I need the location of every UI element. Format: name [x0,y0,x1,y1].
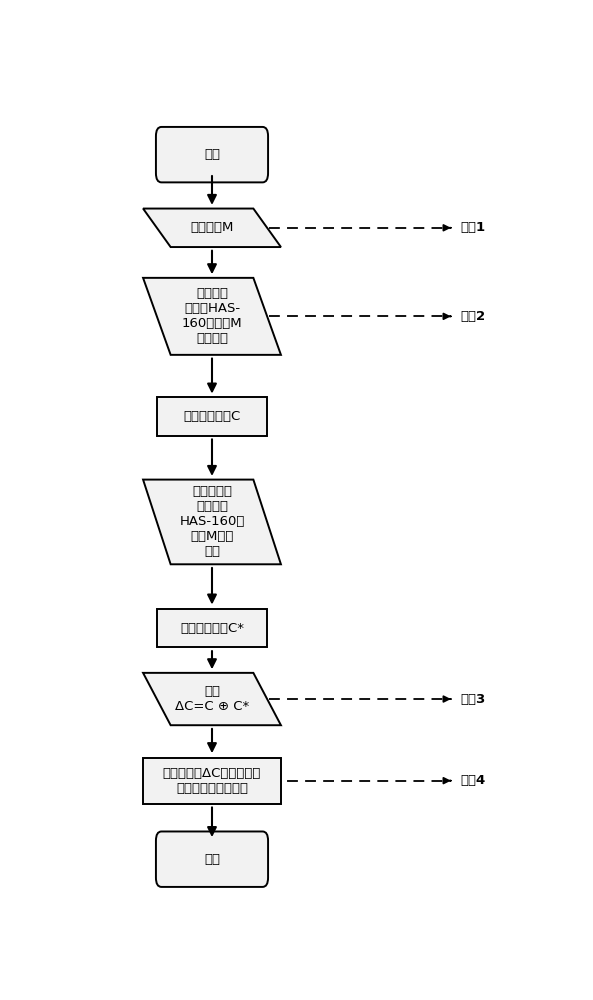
Bar [157,397,267,436]
FancyBboxPatch shape [156,831,268,887]
Text: 正常情况
下，用HAS-
160对消息M
进行处理: 正常情况 下，用HAS- 160对消息M 进行处理 [181,287,243,345]
Text: 开始: 开始 [204,148,220,161]
Polygon shape [143,480,281,564]
Text: 步骤3: 步骤3 [460,693,486,706]
Bar [157,609,267,647]
Text: 步骤4: 步骤4 [460,774,486,787]
Text: 错误输出记为C*: 错误输出记为C* [180,622,244,635]
Text: 计算
ΔC=C ⊕ C*: 计算 ΔC=C ⊕ C* [175,685,249,713]
Bar [143,758,281,804]
Text: 导入故障的
同时，用
HAS-160对
消息M进行
处理: 导入故障的 同时，用 HAS-160对 消息M进行 处理 [179,485,245,558]
FancyBboxPatch shape [156,127,268,182]
Text: 步骤2: 步骤2 [460,310,485,323]
Polygon shape [143,673,281,725]
Text: 正确输出记为C: 正确输出记为C [183,410,241,423]
Text: 结束: 结束 [204,853,220,866]
Text: 步骤1: 步骤1 [460,221,485,234]
Text: 输入消息M: 输入消息M [190,221,234,234]
Polygon shape [143,209,281,247]
Text: 分析差分值ΔC，推导故障
位置，分析其有效性: 分析差分值ΔC，推导故障 位置，分析其有效性 [163,767,261,795]
Polygon shape [143,278,281,355]
